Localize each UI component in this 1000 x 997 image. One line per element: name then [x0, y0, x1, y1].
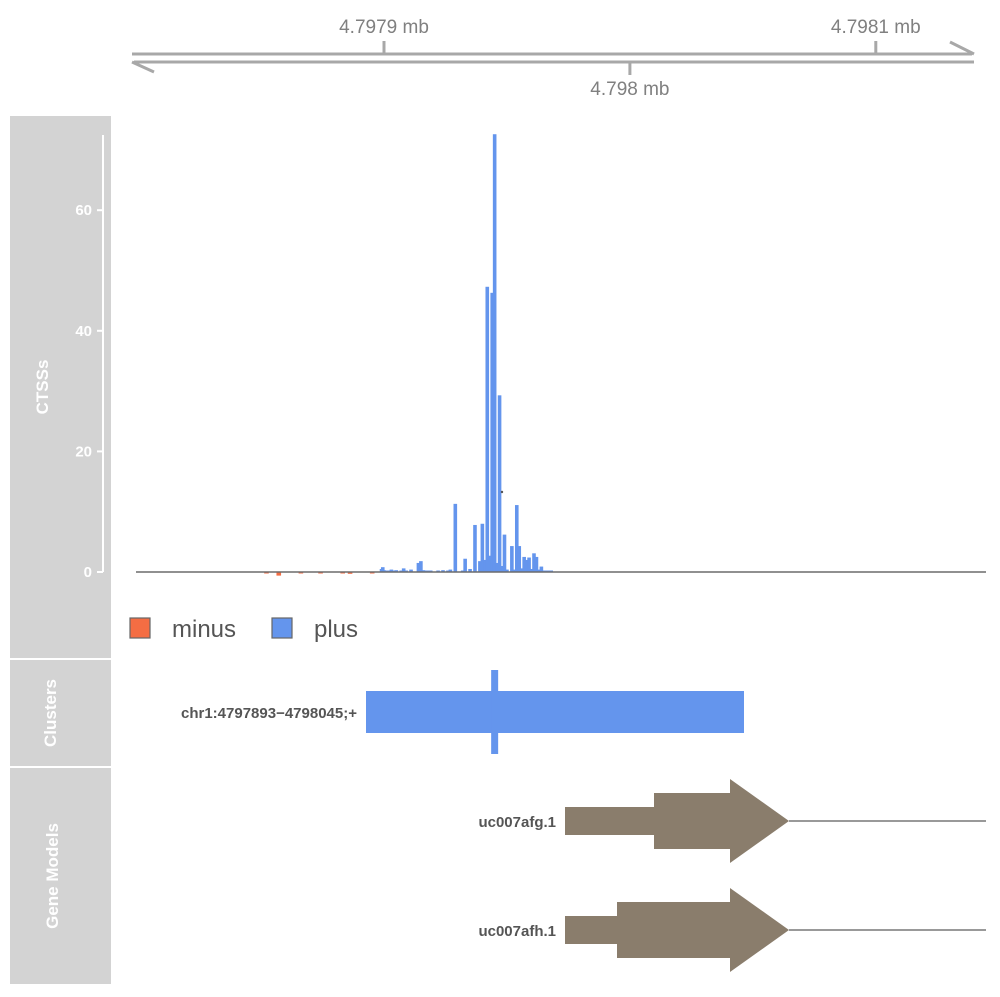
- ctss-bar-plus: [478, 561, 482, 572]
- ctss-y-tick-label: 40: [75, 323, 92, 340]
- ctss-bar-plus: [495, 562, 499, 572]
- ctss-bar-minus: [276, 572, 282, 576]
- genome-axis-right-arrowhead: [949, 40, 975, 56]
- ctss-bar-plus: [419, 561, 423, 572]
- cluster-label: chr1:4797893−4798045;+: [181, 705, 357, 722]
- cluster: chr1:4797893−4798045;+: [181, 670, 744, 754]
- ctss-bar-plus: [539, 566, 544, 572]
- genome-axis: 4.7979 mb 4.798 mb 4.7981 mb: [131, 17, 975, 100]
- genome-tick-label: 4.7981 mb: [831, 17, 921, 38]
- gene-model: uc007afg.1: [478, 779, 986, 863]
- ctss-bar-plus: [416, 562, 421, 572]
- gene-cds-block: [617, 902, 730, 958]
- genome-tick-label: 4.798 mb: [590, 79, 669, 100]
- ctss-bar-plus: [527, 557, 531, 572]
- ctss-bar-plus: [490, 292, 494, 572]
- ctss-bar-plus: [492, 134, 497, 573]
- ctss-bar-plus: [421, 570, 426, 572]
- gene-strand-arrow: [730, 779, 789, 863]
- clusters-panel-strip: [10, 660, 111, 766]
- ctss-bar-plus: [409, 569, 413, 572]
- ctss-bar-plus: [534, 556, 539, 572]
- ctss-bar-plus: [441, 570, 445, 572]
- genome-axis-left-arrowhead: [131, 60, 155, 74]
- ctss-bar-plus: [483, 559, 487, 572]
- genome-tick-label: 4.7979 mb: [339, 17, 429, 38]
- gene-models-track: uc007afg.1 uc007afh.1: [478, 779, 986, 972]
- ctss-bar-plus: [514, 505, 519, 572]
- gene-model: uc007afh.1: [478, 888, 986, 972]
- ctss-bar-plus: [448, 569, 453, 572]
- clusters-panel-title: Clusters: [41, 679, 60, 747]
- legend-item-plus: plus: [271, 616, 358, 643]
- ctss-bar-plus: [497, 395, 502, 572]
- legend-item-minus: minus: [129, 616, 236, 643]
- genome-tick: 4.798 mb: [590, 62, 670, 100]
- ctss-bar-plus: [382, 570, 386, 572]
- ctss-panel-strip: [10, 116, 111, 658]
- clusters-track: chr1:4797893−4798045;+: [181, 670, 744, 754]
- ctss-y-tick-label: 20: [75, 443, 92, 460]
- ctss-bar-plus: [468, 568, 472, 572]
- ctss-bar-plus: [453, 503, 458, 572]
- ctss-bar-plus: [389, 569, 394, 572]
- ctss-bar-plus: [401, 568, 406, 572]
- gene-strand-arrow: [730, 888, 789, 972]
- genes-panel-title: Gene Models: [43, 823, 62, 929]
- ctss-y-tick: 40: [75, 323, 103, 340]
- ctss-y-ticks: 0 20 40 60: [75, 202, 103, 581]
- ctss-bar-plus: [537, 569, 541, 572]
- legend-swatch-plus: [271, 617, 293, 639]
- cluster-dominant-ctss: [491, 670, 499, 754]
- ctss-y-tick-label: 0: [84, 564, 92, 581]
- ctss-y-tick-label: 60: [75, 202, 92, 219]
- ctss-bar-plus: [524, 559, 529, 572]
- ctss-bar-plus: [522, 556, 526, 572]
- ctss-y-tick: 0: [84, 564, 103, 581]
- ctss-bar-plus: [529, 568, 534, 572]
- legend-swatch-minus: [129, 617, 151, 639]
- ctss-y-tick: 20: [75, 443, 103, 460]
- legend-label-plus: plus: [314, 616, 358, 643]
- genes-panel-strip: [10, 768, 111, 984]
- gene-cds-block: [654, 793, 730, 849]
- ctss-bar-plus: [485, 286, 490, 572]
- ctss-panel-title: CTSSs: [33, 360, 52, 415]
- genome-axis-ticks: 4.7979 mb 4.798 mb 4.7981 mb: [339, 17, 921, 100]
- gene-label: uc007afg.1: [478, 814, 556, 831]
- ctss-bar-plus: [463, 558, 467, 572]
- genome-tick: 4.7981 mb: [831, 17, 921, 54]
- ctss-bar-plus: [512, 569, 517, 572]
- ctss-bar-plus: [510, 546, 514, 572]
- ctss-bar-minus: [347, 572, 353, 574]
- genome-tick: 4.7979 mb: [339, 17, 429, 54]
- cluster-block: [366, 691, 744, 733]
- ctss-y-tick: 60: [75, 202, 103, 219]
- ctss-bar-plus: [394, 570, 399, 572]
- gene-utr-block: [565, 916, 617, 944]
- ctss-bars: [264, 134, 554, 576]
- ctss-bar-plus: [505, 569, 509, 572]
- ctss-bar-plus: [473, 524, 477, 572]
- ctss-bar-plus: [480, 523, 485, 572]
- ctss-bar-plus: [500, 565, 504, 572]
- ctss-legend: minus plus: [129, 616, 358, 643]
- ctss-bar-plus: [502, 534, 507, 572]
- ctss-bar-plus: [380, 567, 385, 572]
- ctss-bar-plus: [519, 568, 524, 572]
- legend-label-minus: minus: [172, 616, 236, 643]
- ctss-outlier-dot: [500, 490, 504, 494]
- ctss-bar-plus: [517, 546, 522, 572]
- gene-label: uc007afh.1: [478, 923, 556, 940]
- ctss-bar-plus: [487, 555, 492, 572]
- gene-utr-block: [565, 807, 654, 835]
- ctss-bar-plus: [532, 553, 536, 572]
